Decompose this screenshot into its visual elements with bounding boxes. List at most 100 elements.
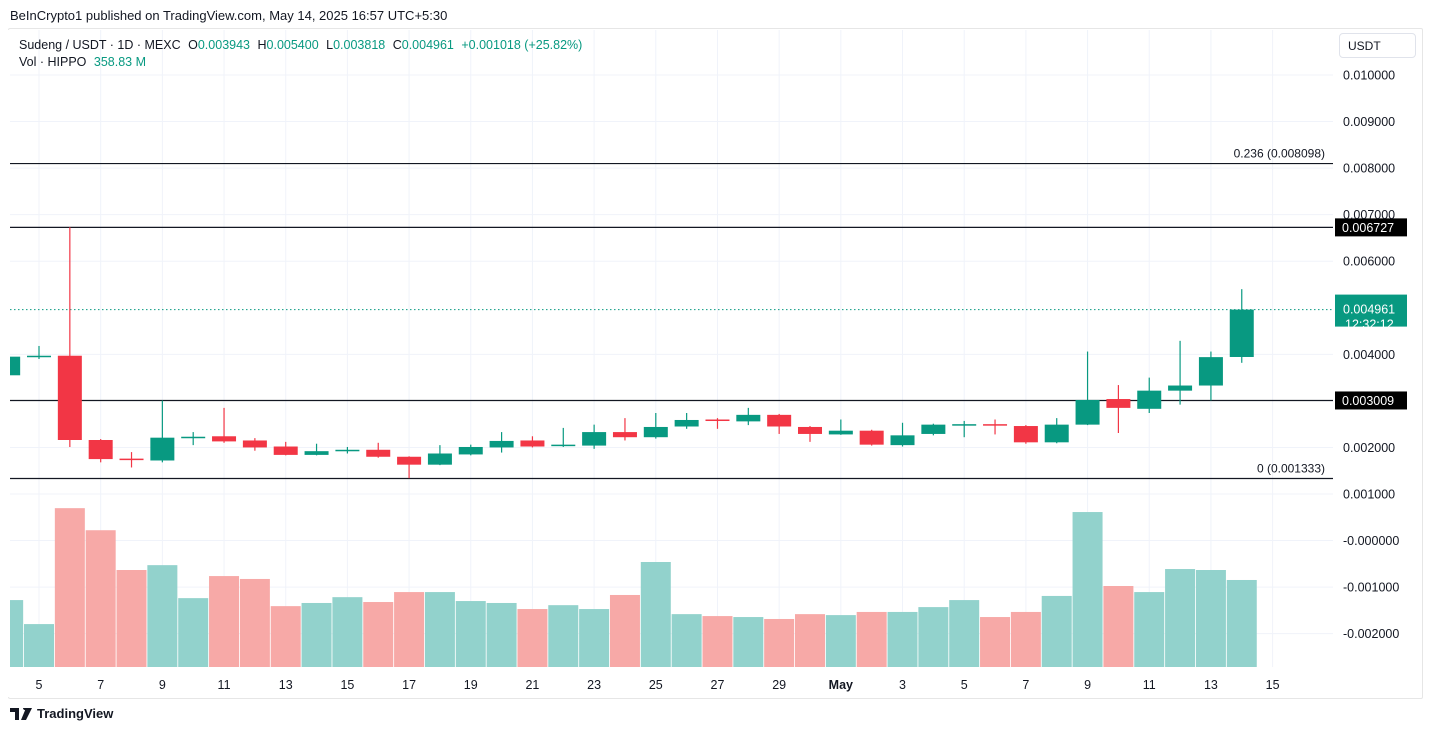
tradingview-logo-icon [10, 707, 32, 720]
candle-body [1137, 390, 1162, 409]
ohlc-legend: Sudeng / USDT · 1D · MEXC O0.003943 H0.0… [19, 37, 586, 71]
volume-bar [209, 576, 240, 667]
countdown-label: 12:32:12 [1345, 318, 1394, 332]
time-tick-label: 7 [1022, 678, 1029, 692]
last-price-label: 0.004961 [1343, 303, 1395, 317]
price-tick-label: 0.001000 [1343, 488, 1395, 502]
volume-bar [887, 611, 918, 667]
volume-bar [1165, 569, 1196, 667]
candle-body [1168, 385, 1193, 391]
high-label: H [257, 38, 267, 52]
time-tick-label: 11 [218, 678, 231, 692]
volume-bars [0, 508, 1257, 667]
candle-body [427, 453, 452, 465]
volume-value: 358.83 M [93, 55, 146, 69]
volume-bar [239, 578, 270, 667]
time-axis: 57911131517192123252729May35791113151 [36, 678, 1280, 692]
candle-body [366, 449, 391, 457]
price-tick-label: 0.006000 [1343, 255, 1395, 269]
volume-bar [486, 602, 517, 667]
candle-body [304, 451, 329, 455]
candle-body [273, 446, 298, 455]
fib-level-label: 0.236 (0.008098) [1234, 147, 1325, 161]
volume-bar [424, 592, 455, 667]
time-tick-label: 5 [36, 678, 43, 692]
volume-bar [949, 600, 980, 667]
volume-bar [270, 606, 301, 667]
volume-bar [332, 597, 363, 667]
level-axis-label: 0.006727 [1342, 221, 1394, 235]
time-tick-label: 21 [525, 678, 539, 692]
high-value: 0.005400 [266, 38, 319, 52]
time-tick-label: 29 [772, 678, 786, 692]
publisher-line: BeInCrypto1 published on TradingView.com… [10, 8, 448, 23]
price-tick-label: 0.004000 [1343, 348, 1395, 362]
volume-bar [24, 624, 54, 667]
time-tick-label: 25 [649, 678, 663, 692]
volume-bar [856, 611, 887, 667]
volume-label[interactable]: Vol · HIPPO [19, 55, 87, 69]
candle-body [119, 458, 144, 461]
time-tick-label: 3 [899, 678, 906, 692]
volume-bar [54, 508, 85, 667]
candle-body [643, 426, 668, 438]
close-label: C [392, 38, 402, 52]
volume-bar [1134, 592, 1165, 667]
volume-bar [1103, 586, 1134, 667]
time-tick-label: 27 [711, 678, 725, 692]
candle-body [489, 440, 514, 448]
price-tick-label: -0.002000 [1343, 627, 1399, 641]
volume-bar [980, 617, 1011, 667]
price-tick-label: 0.008000 [1343, 162, 1395, 176]
volume-bar [733, 617, 764, 667]
candle-body [582, 432, 607, 446]
tradingview-logo[interactable]: TradingView [10, 706, 113, 721]
fib-level-label: 0 (0.001333) [1257, 462, 1325, 476]
candle-body [520, 440, 545, 447]
time-tick-label: 15 [1266, 678, 1280, 692]
time-tick-label: 17 [402, 678, 416, 692]
time-tick-label: 19 [464, 678, 478, 692]
symbol-title[interactable]: Sudeng / USDT · 1D · MEXC [19, 38, 181, 52]
candle-body [1044, 424, 1069, 443]
volume-bar [764, 618, 795, 667]
candle-body [705, 419, 730, 422]
candle-body [27, 355, 51, 358]
volume-bar [825, 615, 856, 667]
candle-body [1075, 399, 1100, 425]
candle-body [736, 414, 761, 422]
volume-bar [548, 605, 579, 667]
volume-bar [1195, 570, 1226, 667]
volume-bar [517, 609, 548, 667]
time-tick-label: 11 [1143, 678, 1156, 692]
candle-body [1106, 399, 1131, 408]
price-tick-label: 0.010000 [1343, 69, 1395, 83]
candle-body [674, 419, 699, 427]
currency-button[interactable]: USDT [1339, 33, 1416, 58]
open-value: 0.003943 [197, 38, 250, 52]
volume-bar [918, 607, 949, 667]
price-axis: 0.010000 0.009000 0.008000 0.007000 0.006000… [1335, 69, 1407, 641]
volume-bar [85, 530, 116, 667]
time-tick-label: 15 [340, 678, 354, 692]
candle-body [458, 446, 483, 455]
volume-bar [1010, 611, 1041, 667]
volume-bar [147, 565, 178, 667]
candle-body [828, 430, 853, 435]
low-label: L [326, 38, 334, 52]
volume-bar [1041, 595, 1072, 667]
price-tick-label: 0.007000 [1343, 208, 1395, 222]
open-label: O [188, 38, 198, 52]
candle-body [1229, 309, 1254, 357]
volume-bar [116, 570, 147, 667]
volume-bar [363, 602, 394, 667]
low-value: 0.003818 [333, 38, 386, 52]
volume-bar [671, 614, 702, 667]
change-value: +0.001018 (+25.82%) [461, 38, 583, 52]
left-mask [0, 30, 10, 697]
candle-body [798, 426, 822, 434]
volume-bar [301, 602, 332, 667]
candle-body [952, 424, 977, 426]
candle-body [921, 424, 946, 434]
